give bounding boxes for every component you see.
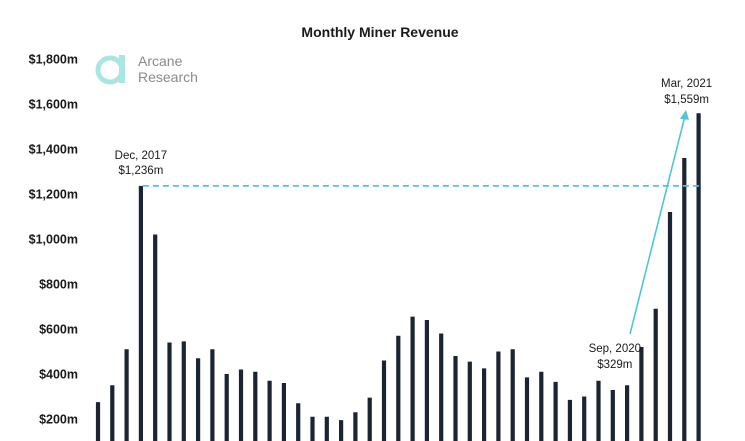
- annotation-mar-2021-date: Mar, 2021: [661, 78, 712, 90]
- trend-arrow-head: [680, 109, 689, 120]
- bar: [281, 383, 286, 441]
- y-tick-label: $800m: [39, 278, 78, 292]
- bar: [267, 380, 272, 441]
- bar: [567, 399, 572, 441]
- y-tick-label: $1,800m: [29, 53, 78, 67]
- chart-title: Monthly Miner Revenue: [301, 24, 458, 40]
- bar: [553, 381, 558, 441]
- bar: [253, 371, 258, 441]
- bar-series: [95, 113, 701, 441]
- bar: [167, 342, 172, 441]
- bar: [696, 113, 701, 441]
- bar: [153, 234, 158, 441]
- annotation-dec-2017-value: $1,236m: [119, 165, 164, 177]
- y-tick-label: $400m: [39, 368, 78, 382]
- bar: [496, 351, 501, 441]
- bar: [510, 349, 515, 441]
- bar: [381, 360, 387, 441]
- bar: [196, 358, 201, 441]
- annotation-sep-2020-value: $329m: [597, 359, 632, 371]
- bar: [238, 369, 244, 441]
- arcane-a-logo-icon: [95, 55, 125, 85]
- bar: [324, 416, 329, 441]
- bar: [353, 412, 358, 441]
- y-tick-label: $1,600m: [29, 98, 78, 112]
- bar: [224, 374, 229, 441]
- y-tick-label: $1,000m: [29, 233, 78, 247]
- annotation-dec-2017-date: Dec, 2017: [115, 150, 167, 162]
- bar: [667, 212, 673, 441]
- bar: [95, 402, 101, 441]
- arcane-research-logo: Arcane Research: [95, 53, 198, 85]
- bar: [539, 371, 544, 441]
- bar: [582, 396, 587, 441]
- bar: [181, 341, 186, 441]
- bar: [396, 335, 401, 441]
- logo-text-research: Research: [138, 69, 198, 85]
- y-tick-label: $1,200m: [29, 188, 78, 202]
- annotations: Dec, 2017 $1,236m Sep, 2020 $329m Mar, 2021 $…: [115, 78, 712, 371]
- y-axis: $200m $400m $600m $800m $1,000m $1,200m $1,400…: [29, 53, 78, 427]
- chart-overlays: [142, 109, 700, 335]
- bar: [138, 185, 143, 441]
- y-tick-label: $1,400m: [29, 143, 78, 157]
- bar: [524, 377, 530, 441]
- bar: [610, 389, 615, 441]
- annotation-mar-2021-value: $1,559m: [664, 94, 709, 106]
- logo-text-arcane: Arcane: [138, 53, 183, 69]
- bar: [596, 380, 601, 441]
- bar: [410, 316, 415, 441]
- bar: [339, 420, 344, 441]
- trend-arrow-line: [629, 115, 686, 335]
- bar: [124, 349, 129, 441]
- bar: [110, 385, 115, 441]
- annotation-sep-2020-date: Sep, 2020: [589, 343, 641, 355]
- bar: [439, 333, 444, 441]
- y-tick-label: $600m: [39, 323, 78, 337]
- y-tick-label: $200m: [39, 413, 78, 427]
- bar: [467, 361, 472, 441]
- bar: [625, 385, 630, 441]
- bar: [453, 356, 458, 441]
- bar: [424, 320, 429, 441]
- bar: [367, 397, 372, 441]
- bar: [310, 416, 315, 441]
- bar: [482, 368, 487, 441]
- bar: [639, 347, 644, 441]
- bar: [682, 158, 687, 441]
- bar: [653, 308, 658, 441]
- bar: [296, 403, 301, 441]
- bar: [210, 349, 215, 441]
